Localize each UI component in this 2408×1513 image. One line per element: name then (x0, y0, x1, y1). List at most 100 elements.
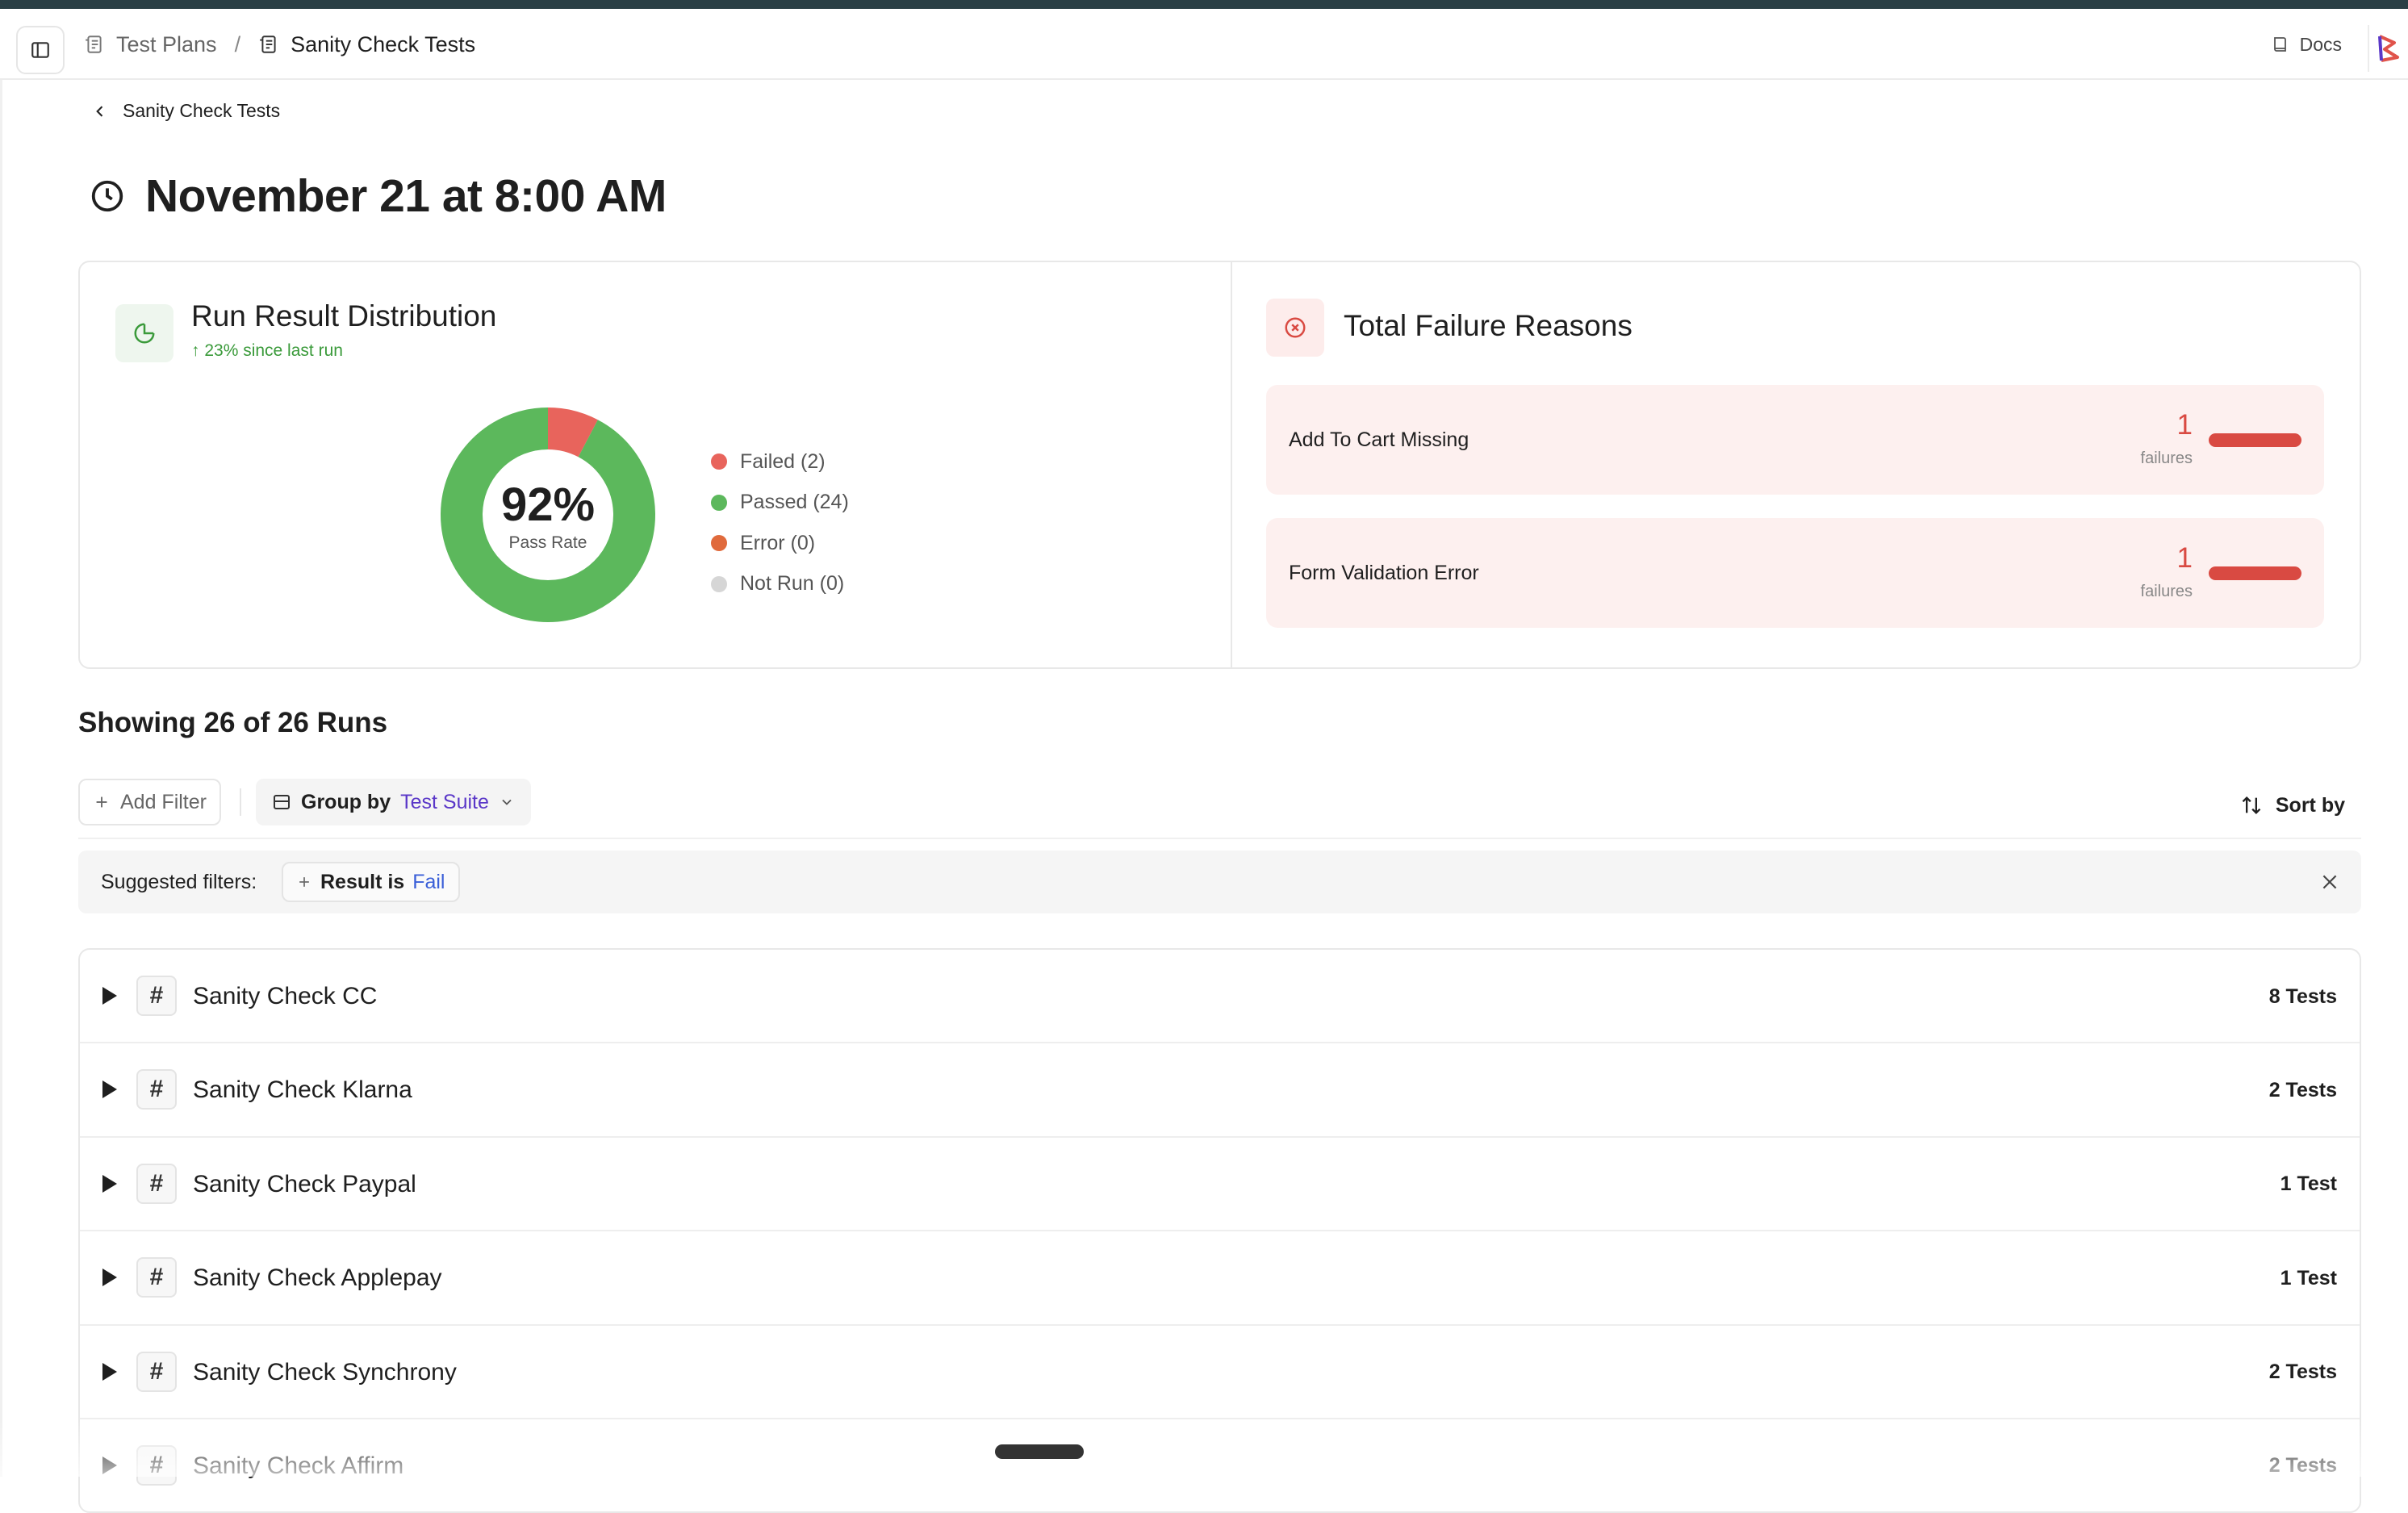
breadcrumb: Test Plans / Sanity Check Tests (84, 9, 475, 80)
chip-label: Result is (320, 870, 405, 893)
pie-chart-icon (134, 323, 155, 344)
group-by-value: Test Suite (400, 790, 489, 813)
suggested-filter-chip[interactable]: Result is Fail (282, 862, 460, 902)
test-suite-row[interactable]: # Sanity Check Synchrony 2 Tests (80, 1326, 2360, 1419)
pass-rate-donut (441, 408, 655, 622)
legend-label: Error (0) (740, 531, 816, 554)
failure-bar (2209, 566, 2301, 580)
suite-name: Sanity Check Applepay (193, 1264, 442, 1292)
book-icon (2273, 37, 2286, 52)
expand-triangle-icon[interactable] (102, 1080, 117, 1099)
suggested-filters-label: Suggested filters: (101, 870, 257, 893)
back-label: Sanity Check Tests (123, 100, 281, 121)
failure-count: 1 (2176, 409, 2193, 441)
summary-cards: Run Result Distribution ↑ 23% since last… (78, 261, 2361, 669)
hash-icon: # (136, 1163, 177, 1204)
expand-triangle-icon[interactable] (102, 1268, 117, 1287)
suite-test-count: 1 Test (2280, 1172, 2337, 1196)
test-suite-list: # Sanity Check CC 8 Tests # Sanity Check Kl… (78, 948, 2361, 1513)
scroll-handle[interactable] (995, 1444, 1084, 1459)
page-title: November 21 at 8:00 AM (145, 170, 667, 222)
failure-reason-name: Add To Cart Missing (1289, 428, 1469, 451)
failure-reasons-title: Total Failure Reasons (1344, 309, 1633, 342)
breadcrumb-item-sanity-check-tests[interactable]: Sanity Check Tests (258, 32, 475, 57)
group-icon (274, 795, 290, 809)
expand-triangle-icon[interactable] (102, 1362, 117, 1381)
legend-item-error[interactable]: Error (0) (711, 523, 849, 564)
legend-item-failed[interactable]: Failed (2) (711, 441, 849, 483)
breadcrumb-item-test-plans[interactable]: Test Plans (84, 32, 217, 57)
suite-name: Sanity Check Klarna (193, 1076, 412, 1104)
runs-count-heading: Showing 26 of 26 Runs (78, 707, 388, 738)
failure-unit: failures (2140, 449, 2193, 467)
hash-icon: # (136, 1257, 177, 1298)
legend-dot (711, 535, 727, 552)
app-logo[interactable] (2368, 25, 2408, 72)
legend-label: Failed (2) (740, 449, 826, 473)
page-title-row: November 21 at 8:00 AM (89, 169, 667, 223)
runs-toolbar: Add Filter Group by Test Suite Sort by (78, 779, 2361, 839)
expand-triangle-icon[interactable] (102, 1174, 117, 1193)
total-failure-reasons-card: Total Failure Reasons Add To Cart Missin… (1232, 262, 2360, 667)
test-suite-row[interactable]: # Sanity Check Klarna 2 Tests (80, 1043, 2360, 1138)
distribution-title: Run Result Distribution (191, 299, 497, 332)
pass-rate-value: 92% (500, 478, 596, 531)
sidebar-toggle-button[interactable] (16, 26, 65, 74)
legend-dot (711, 453, 727, 470)
legend-dot (711, 575, 727, 592)
failure-icon-badge (1266, 299, 1324, 357)
test-suite-row[interactable]: # Sanity Check CC 8 Tests (80, 950, 2360, 1044)
run-result-distribution-card: Run Result Distribution ↑ 23% since last… (80, 262, 1232, 667)
add-filter-button[interactable]: Add Filter (78, 779, 221, 825)
top-bar: Test Plans / Sanity Check Tests Docs (0, 9, 2408, 80)
suite-name: Sanity Check Paypal (193, 1170, 416, 1197)
hash-icon: # (136, 976, 177, 1016)
suggested-filters-bar: Suggested filters: Result is Fail (78, 851, 2361, 913)
suite-test-count: 8 Tests (2268, 984, 2337, 1008)
docs-label: Docs (2299, 33, 2342, 55)
chevron-left-icon (96, 105, 103, 117)
test-suite-row[interactable]: # Sanity Check Paypal 1 Test (80, 1138, 2360, 1232)
add-filter-label: Add Filter (120, 790, 207, 813)
legend-item-passed[interactable]: Passed (24) (711, 483, 849, 524)
back-link[interactable]: Sanity Check Tests (92, 100, 280, 122)
suite-name: Sanity Check Synchrony (193, 1358, 457, 1386)
failure-count: 1 (2176, 542, 2193, 574)
failure-reason-item[interactable]: Form Validation Error 1 failures (1266, 518, 2324, 628)
test-plan-icon (86, 36, 102, 53)
failure-reason-item[interactable]: Add To Cart Missing 1 failures (1266, 385, 2324, 495)
group-by-label: Group by (301, 790, 391, 813)
sort-by-button[interactable]: Sort by (2240, 782, 2345, 829)
expand-triangle-icon[interactable] (102, 987, 117, 1005)
distribution-legend: Failed (2) Passed (24) Error (0) Not Run… (711, 441, 849, 604)
test-plan-icon (260, 36, 276, 53)
breadcrumb-separator: / (234, 31, 241, 56)
breadcrumb-label: Sanity Check Tests (291, 31, 476, 56)
failure-unit: failures (2140, 583, 2193, 600)
app-logo-icon (2378, 35, 2399, 62)
failure-reason-name: Form Validation Error (1289, 561, 1479, 584)
hash-icon: # (136, 1351, 177, 1392)
docs-link[interactable]: Docs (2271, 9, 2342, 80)
scroll-fade (0, 1420, 2408, 1477)
plus-icon (299, 877, 309, 887)
chevron-down-icon (502, 799, 512, 805)
test-suite-row[interactable]: # Sanity Check Applepay 1 Test (80, 1231, 2360, 1326)
pass-rate-label: Pass Rate (508, 533, 587, 552)
legend-label: Not Run (0) (740, 572, 845, 596)
sidebar-edge (0, 80, 2, 1477)
failure-bar (2209, 433, 2301, 447)
toolbar-divider (240, 788, 241, 816)
clock-icon (91, 180, 123, 212)
sidebar-toggle-icon (31, 42, 49, 58)
donut-segment-passed[interactable] (441, 408, 655, 622)
x-circle-icon (1285, 317, 1306, 338)
suite-test-count: 2 Tests (2268, 1360, 2337, 1384)
close-icon[interactable] (2319, 871, 2340, 892)
group-by-dropdown[interactable]: Group by Test Suite (256, 779, 531, 825)
legend-dot (711, 494, 727, 511)
top-accent-stripe (0, 0, 2408, 9)
donut-center: 92% Pass Rate (441, 408, 655, 622)
breadcrumb-label: Test Plans (116, 31, 217, 56)
legend-item-not-run[interactable]: Not Run (0) (711, 564, 849, 605)
